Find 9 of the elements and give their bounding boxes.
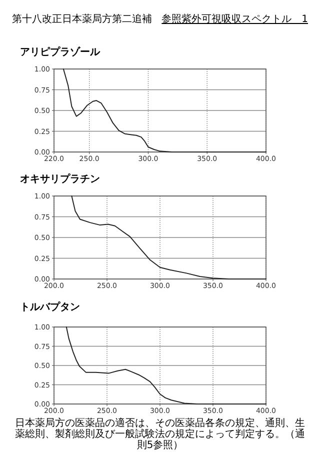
text: 参照紫外可視吸収スペクトル 1 [162,12,308,26]
text: 日本薬局方の医薬品の適否は、その医薬品各条の規定、通則、生薬総則、製剤総則及び一般試験法の規定によって判定する。（通則5参照） [14,418,306,451]
text: 第十八改正日本薬局方第二追補 [12,12,152,26]
line-series [66,326,266,404]
line-series [62,68,266,152]
chart-title: トルバプタン [20,300,80,314]
chart-title: アリピプラゾール [20,45,100,59]
line-series [71,196,266,280]
chart-title: オキサリプラチン [20,172,100,186]
